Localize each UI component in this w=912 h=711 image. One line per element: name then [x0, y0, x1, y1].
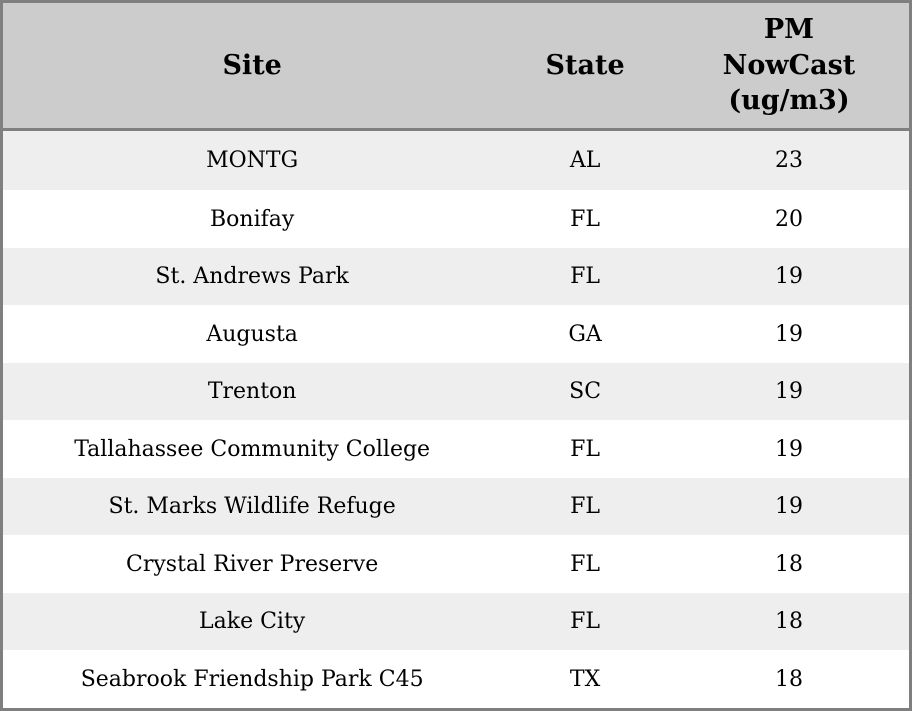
site-cell: Trenton [207, 379, 297, 405]
col-header-state: State [501, 3, 669, 131]
table-row: MONTG AL 23 [3, 129, 909, 191]
state-cell: FL [570, 494, 601, 520]
header-row: Site State PM NowCast (ug/m3) [3, 3, 909, 131]
pm-value-cell: 20 [774, 206, 803, 232]
pm-value-cell: 19 [774, 264, 803, 290]
site-cell: Seabrook Friendship Park C45 [80, 666, 424, 692]
site-cell: Lake City [199, 609, 306, 635]
site-cell: St. Andrews Park [155, 264, 349, 290]
site-cell: Tallahassee Community College [74, 436, 431, 462]
state-cell: FL [570, 609, 601, 635]
state-cell: TX [569, 666, 601, 692]
table-row: St. Andrews Park FL 19 [3, 247, 909, 306]
pm-value-cell: 18 [774, 551, 803, 577]
table-row: Lake City FL 18 [3, 592, 909, 651]
table-row: Tallahassee Community College FL 19 [3, 420, 909, 478]
pm-value-cell: 18 [774, 666, 803, 692]
table-row: St. Marks Wildlife Refuge FL 19 [3, 477, 909, 536]
table-row: Bonifay FL 20 [3, 190, 909, 248]
table-header: Site State PM NowCast (ug/m3) [3, 3, 909, 131]
pm-value-cell: 23 [774, 148, 803, 174]
table-row: Augusta GA 19 [3, 305, 909, 363]
state-cell: FL [570, 206, 601, 232]
pm-nowcast-table: Site State PM NowCast (ug/m3) MONTG AL 23 B… [3, 3, 909, 708]
site-cell: St. Marks Wildlife Refuge [108, 494, 396, 520]
table-row: Crystal River Preserve FL 18 [3, 535, 909, 593]
table-row: Seabrook Friendship Park C45 TX 18 [3, 650, 909, 708]
site-cell: Crystal River Preserve [126, 551, 379, 577]
state-cell: FL [570, 436, 601, 462]
pm-value-cell: 19 [774, 321, 803, 347]
table-body: MONTG AL 23 Bonifay FL 20 St. Andrews Park FL 19… [3, 129, 909, 708]
table-row: Trenton SC 19 [3, 362, 909, 421]
state-cell: GA [568, 321, 602, 347]
state-cell: SC [569, 379, 602, 405]
site-cell: Bonifay [209, 206, 295, 232]
site-cell: Augusta [206, 321, 298, 347]
site-cell: MONTG [206, 148, 299, 174]
col-header-pm-nowcast: PM NowCast (ug/m3) [668, 3, 909, 131]
state-cell: FL [570, 264, 601, 290]
pm-value-cell: 18 [774, 609, 803, 635]
state-cell: FL [570, 551, 601, 577]
state-cell: AL [569, 148, 601, 174]
pm-value-cell: 19 [774, 494, 803, 520]
pm-value-cell: 19 [774, 379, 803, 405]
col-header-site: Site [3, 3, 502, 131]
pm-value-cell: 19 [774, 436, 803, 462]
